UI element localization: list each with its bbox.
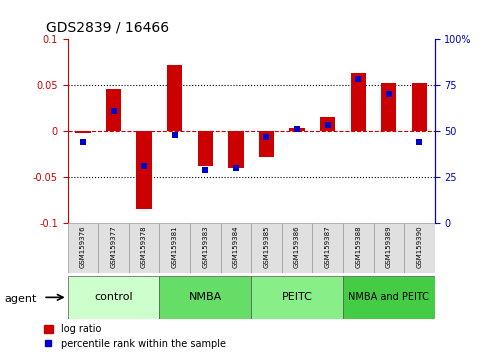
FancyBboxPatch shape: [68, 276, 159, 319]
Text: agent: agent: [5, 294, 37, 304]
Bar: [412, 83, 427, 131]
FancyBboxPatch shape: [159, 276, 251, 319]
Bar: [228, 131, 243, 168]
Bar: [167, 65, 183, 131]
FancyBboxPatch shape: [251, 276, 343, 319]
Bar: [198, 131, 213, 166]
FancyBboxPatch shape: [313, 223, 343, 273]
FancyBboxPatch shape: [221, 223, 251, 273]
Text: GSM159377: GSM159377: [111, 225, 116, 268]
Text: GSM159390: GSM159390: [416, 225, 423, 268]
Text: GSM159387: GSM159387: [325, 225, 331, 268]
Text: GSM159389: GSM159389: [386, 225, 392, 268]
Text: GSM159385: GSM159385: [263, 225, 270, 268]
FancyBboxPatch shape: [190, 223, 221, 273]
FancyBboxPatch shape: [343, 223, 373, 273]
Legend: log ratio, percentile rank within the sample: log ratio, percentile rank within the sa…: [43, 324, 226, 349]
Text: PEITC: PEITC: [282, 292, 313, 302]
Text: GSM159383: GSM159383: [202, 225, 208, 268]
Bar: [137, 131, 152, 209]
FancyBboxPatch shape: [373, 223, 404, 273]
Bar: [106, 88, 121, 131]
FancyBboxPatch shape: [129, 223, 159, 273]
FancyBboxPatch shape: [98, 223, 129, 273]
FancyBboxPatch shape: [343, 276, 435, 319]
Text: control: control: [94, 292, 133, 302]
Text: GSM159376: GSM159376: [80, 225, 86, 268]
Text: NMBA: NMBA: [189, 292, 222, 302]
Text: GSM159388: GSM159388: [355, 225, 361, 268]
Bar: [75, 131, 91, 133]
Text: GSM159386: GSM159386: [294, 225, 300, 268]
FancyBboxPatch shape: [68, 223, 98, 273]
FancyBboxPatch shape: [404, 223, 435, 273]
FancyBboxPatch shape: [282, 223, 313, 273]
Text: GSM159384: GSM159384: [233, 225, 239, 268]
Bar: [381, 83, 397, 131]
Bar: [320, 117, 335, 131]
Text: GDS2839 / 16466: GDS2839 / 16466: [45, 21, 169, 35]
Bar: [351, 73, 366, 131]
Text: GSM159381: GSM159381: [171, 225, 178, 268]
FancyBboxPatch shape: [159, 223, 190, 273]
FancyBboxPatch shape: [251, 223, 282, 273]
Text: NMBA and PEITC: NMBA and PEITC: [348, 292, 429, 302]
Bar: [259, 131, 274, 157]
Bar: [289, 128, 305, 131]
Text: GSM159378: GSM159378: [141, 225, 147, 268]
